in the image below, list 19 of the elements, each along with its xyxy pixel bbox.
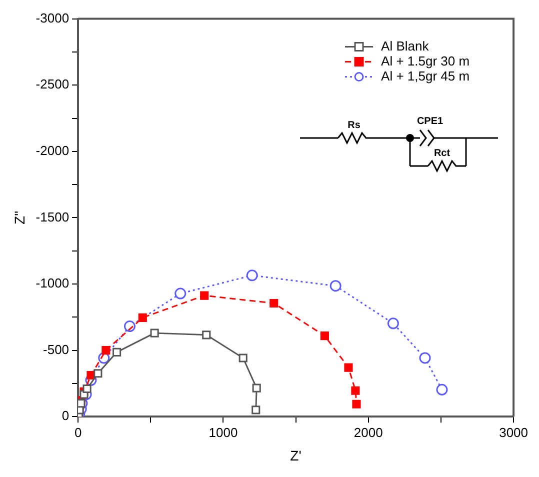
y-tick-label: -2000 (36, 142, 70, 158)
x-axis-title: Z' (290, 447, 302, 464)
x-tick-label: 0 (74, 424, 82, 440)
y-tick-label: 0 (62, 408, 70, 424)
y-tick-label: -500 (43, 342, 70, 357)
y-tick-label: -3000 (36, 10, 70, 26)
annotation: CPE1 (416, 116, 444, 127)
x-tick-label: 3000 (499, 424, 528, 440)
y-tick-label: -1000 (36, 276, 70, 291)
legend-label: Al + 1.5gr 30 m (381, 53, 470, 68)
legend-label: Al Blank (381, 38, 430, 54)
x-tick-label: 1000 (208, 424, 238, 440)
annotation: Rs (348, 120, 361, 131)
y-tick-label: -2500 (36, 76, 70, 92)
y-axis-title: Z" (11, 210, 28, 224)
annotation: Rct (434, 148, 451, 159)
x-tick-label: 2000 (354, 424, 383, 440)
y-tick-label: -1500 (36, 209, 70, 224)
legend-label: Al + 1,5gr 45 m (381, 68, 470, 84)
